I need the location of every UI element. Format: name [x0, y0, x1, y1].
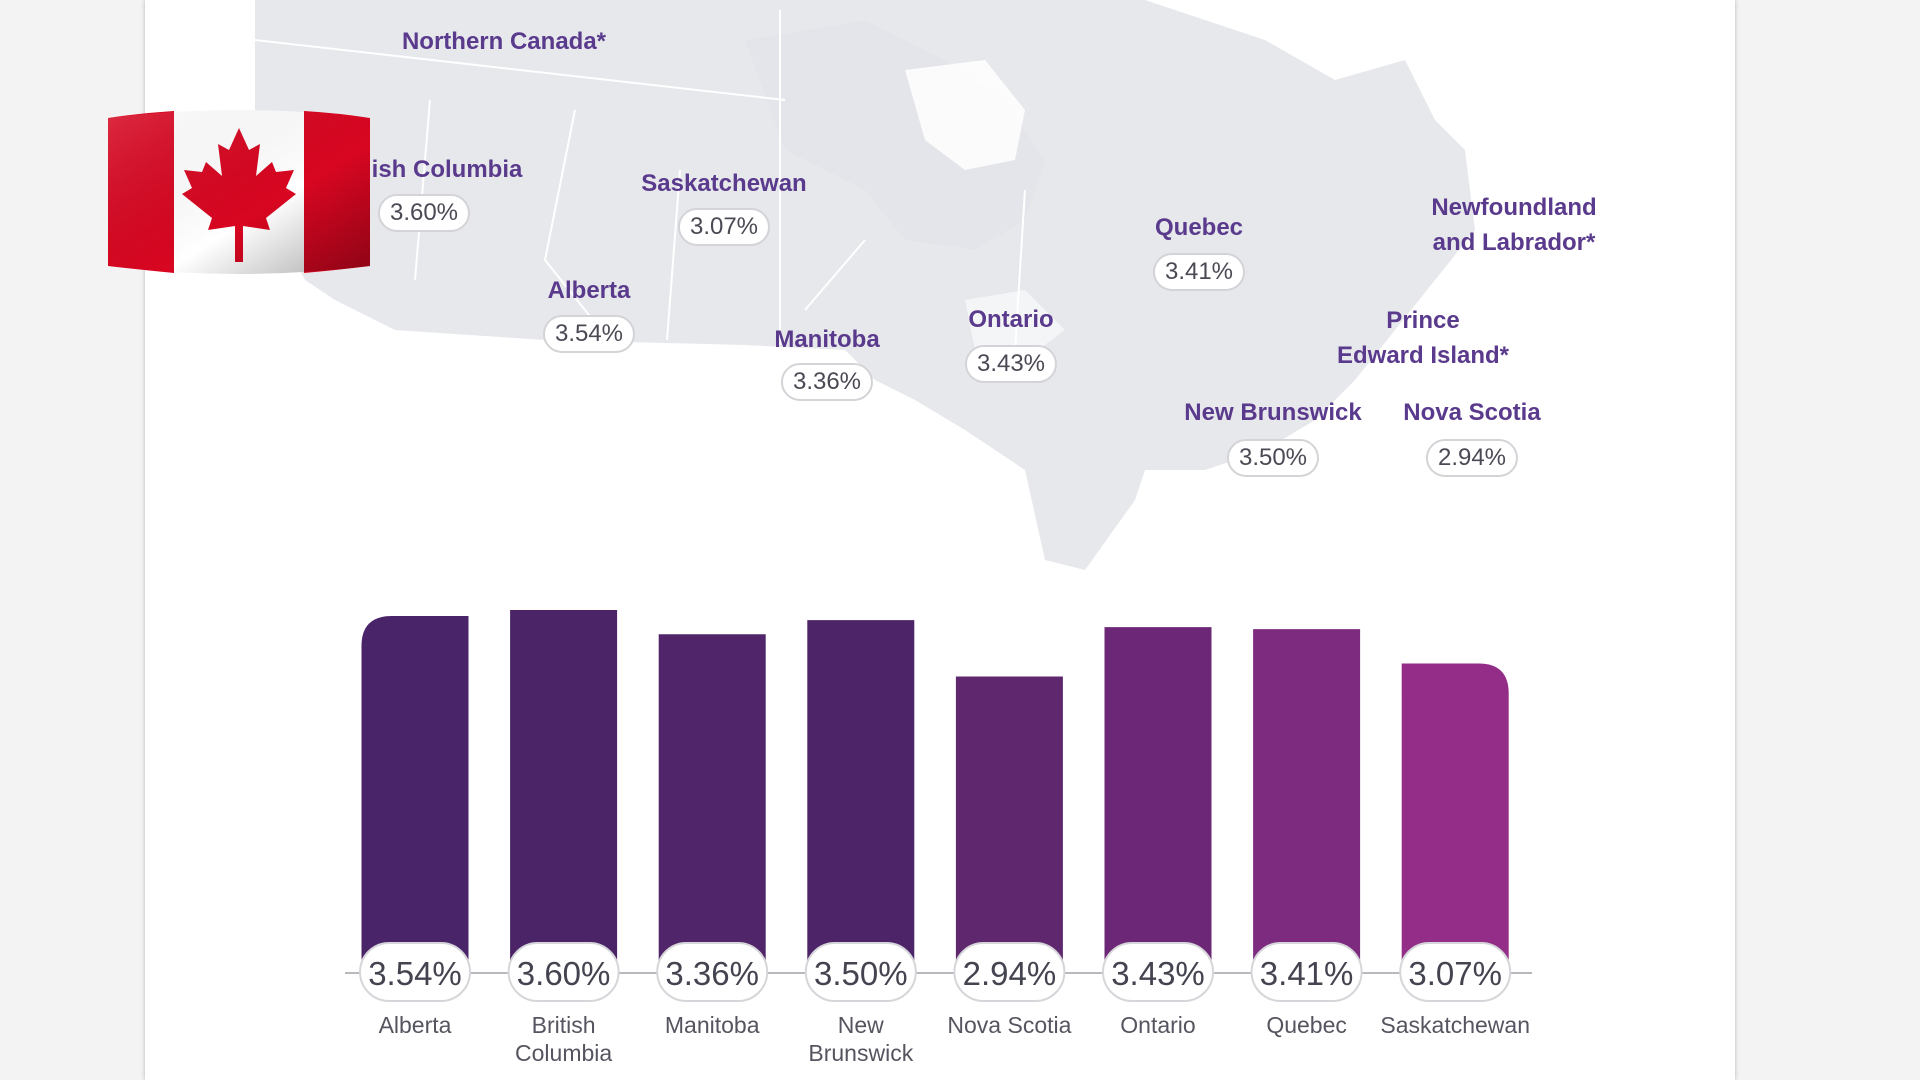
map-label-newfoundland: Newfoundland and Labrador*: [1431, 194, 1597, 256]
map-label-pei: Prince Edward Island*: [1336, 307, 1510, 369]
map-label-nova-scotia: Nova Scotia: [1403, 399, 1541, 426]
map-label-ontario: Ontario: [968, 306, 1054, 333]
map-label-saskatchewan: Saskatchewan: [641, 170, 807, 197]
map-region-great-lakes: [965, 290, 1065, 360]
province-borders: [254, 10, 1026, 351]
map-label-british-columbia: ish Columbia: [371, 156, 523, 183]
canada-map: [254, 0, 1475, 570]
canada-flag-icon: [108, 110, 370, 274]
map-label-manitoba: Manitoba: [774, 326, 880, 353]
map-value-quebec: 3.41%: [1152, 253, 1246, 291]
map-label-quebec: Quebec: [1154, 214, 1244, 241]
chart-card: Northern Canada* ish Columbia 3.60% Sask…: [145, 0, 1735, 1080]
map-value-ontario: 3.43%: [964, 345, 1058, 383]
map-value-new-brunswick: 3.50%: [1226, 439, 1320, 477]
map-value-nova-scotia: 2.94%: [1425, 439, 1519, 477]
map-region-hudson-bay: [905, 60, 1025, 170]
map-label-new-brunswick: New Brunswick: [1184, 399, 1362, 426]
map-value-british-columbia: 3.60%: [377, 194, 471, 232]
map-label-alberta: Alberta: [547, 277, 631, 304]
map-value-manitoba: 3.36%: [780, 363, 874, 401]
map-value-saskatchewan: 3.07%: [677, 208, 771, 246]
map-landmass-west: [255, 0, 1475, 570]
map-value-alberta: 3.54%: [542, 315, 636, 353]
map-label-northern-canada: Northern Canada*: [401, 28, 607, 55]
